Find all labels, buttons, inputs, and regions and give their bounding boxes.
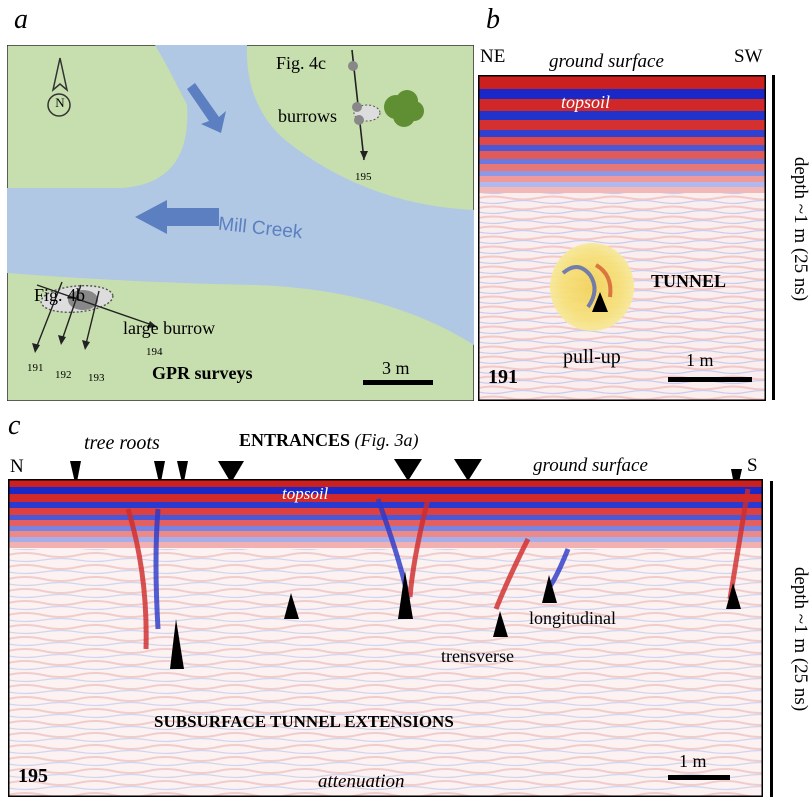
topsoil-label-c: topsoil xyxy=(282,484,329,503)
tree-roots-label: tree roots xyxy=(84,432,160,454)
ground-surface-c: ground surface xyxy=(533,455,648,476)
depth-axis-c xyxy=(770,481,773,797)
entrances-label: ENTRANCES (Fig. 3a) xyxy=(239,430,419,451)
flow-arrow-large xyxy=(135,200,219,234)
pull-up-label: pull-up xyxy=(563,346,621,368)
entrance-marker-3 xyxy=(454,459,482,481)
line-191-label: 191 xyxy=(27,362,44,374)
ground-surface-b: ground surface xyxy=(549,51,664,72)
entrances-ref: (Fig. 3a) xyxy=(354,430,419,450)
line-195-id: 195 xyxy=(18,765,48,787)
north-label: N xyxy=(55,95,65,110)
topsoil-reflections-b xyxy=(478,75,766,193)
entrance-marker-2 xyxy=(394,459,422,481)
trensverse-label: trensverse xyxy=(441,646,514,666)
n-label: N xyxy=(10,456,24,477)
scale-label-b: 1 m xyxy=(686,350,714,370)
line-195-label: 195 xyxy=(355,171,372,183)
depth-axis-b xyxy=(772,75,775,400)
panel-a-letter: a xyxy=(14,4,28,35)
line-194-label: 194 xyxy=(146,346,163,358)
entrance-markers xyxy=(70,459,742,495)
tunnel-reflection xyxy=(550,243,634,331)
tunnel-label: TUNNEL xyxy=(651,271,727,291)
entrances-title: ENTRANCES xyxy=(239,430,351,450)
s-label: S xyxy=(747,455,758,476)
tree-icon xyxy=(384,90,424,127)
north-arrow-icon xyxy=(47,57,71,117)
sw-label: SW xyxy=(734,46,763,67)
panel-b-letter: b xyxy=(486,4,500,35)
scale-bar-b xyxy=(668,377,752,382)
site-map xyxy=(7,45,474,401)
fig4b-label: Fig. 4b xyxy=(34,285,86,305)
root-marker-3 xyxy=(177,461,188,487)
root-marker-2 xyxy=(154,461,165,487)
depth-label-b: depth ~1 m (25 ns) xyxy=(790,156,810,302)
large-burrow-label: large burrow xyxy=(123,318,216,338)
attenuation-label: attenuation xyxy=(318,771,405,792)
scale-label-c: 1 m xyxy=(679,751,707,771)
survey-line-195 xyxy=(348,49,381,161)
pull-up-marker xyxy=(592,292,608,312)
longitudinal-label: longitudinal xyxy=(529,608,616,628)
extensions-label: SUBSURFACE TUNNEL EXTENSIONS xyxy=(154,712,454,731)
tunnel-extension-markers xyxy=(170,571,741,669)
line-192-label: 192 xyxy=(55,369,72,381)
line-191-id: 191 xyxy=(488,366,518,388)
creek-water xyxy=(7,45,474,345)
scale-bar-c xyxy=(668,775,730,780)
fig4c-label: Fig. 4c xyxy=(276,53,327,73)
survey-lines-191-194 xyxy=(32,281,157,353)
panel-c-letter: c xyxy=(8,410,21,441)
radargram-191 xyxy=(478,75,766,401)
burrows-label: burrows xyxy=(278,106,337,126)
gpr-surveys-label: GPR surveys xyxy=(152,363,253,383)
radargram-195 xyxy=(8,479,763,797)
scale-bar-a xyxy=(363,380,433,385)
root-marker-1 xyxy=(70,461,81,487)
flow-arrow-small xyxy=(187,83,226,133)
scale-label-a: 3 m xyxy=(382,358,410,378)
depth-label-c: depth ~1 m (25 ns) xyxy=(790,566,810,712)
line-193-label: 193 xyxy=(88,372,105,384)
ne-label: NE xyxy=(480,46,506,67)
entrance-marker-1 xyxy=(218,461,244,483)
topsoil-label-b: topsoil xyxy=(561,92,611,112)
